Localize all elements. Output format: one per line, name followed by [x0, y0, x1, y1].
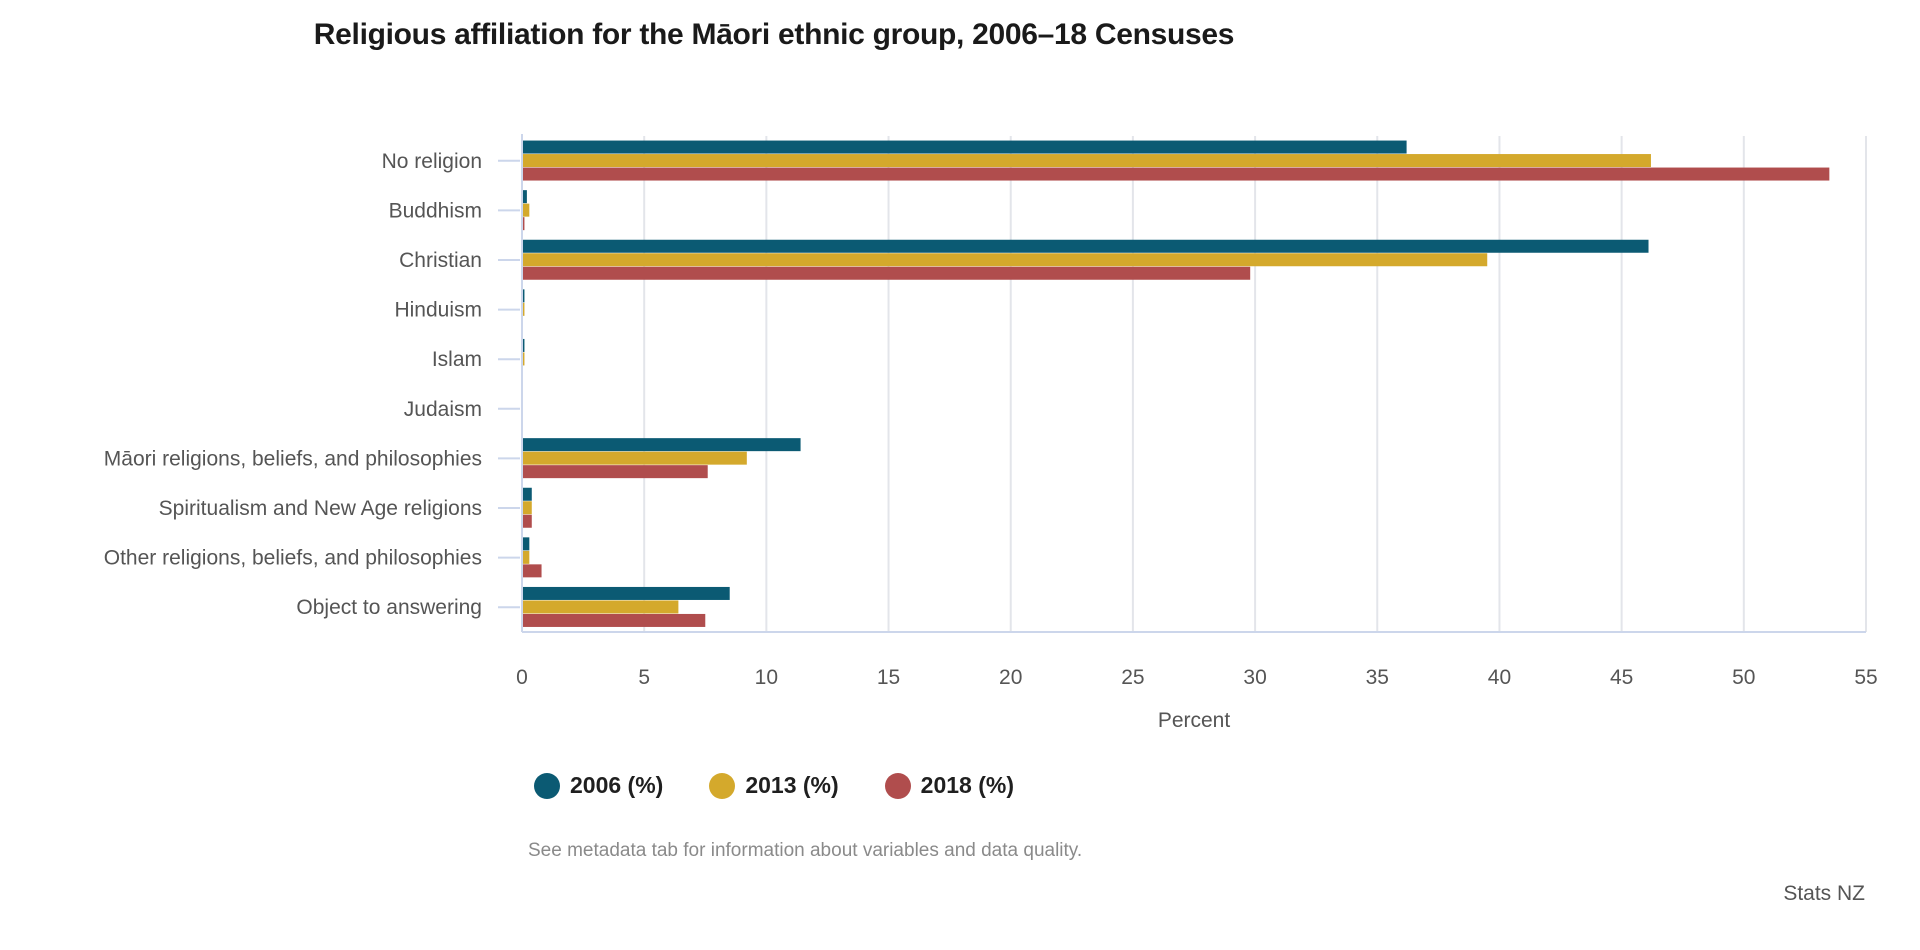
bar-2006[interactable] — [522, 190, 527, 204]
tick-labels: 0 5 10 15 20 25 30 35 40 45 50 55 — [516, 666, 1878, 689]
bar-2006[interactable] — [522, 239, 1649, 253]
axes — [498, 134, 1866, 633]
category-label: Other religions, beliefs, and philosophi… — [104, 547, 482, 570]
x-tick-label: 40 — [1488, 666, 1511, 689]
bar-2006[interactable] — [522, 338, 525, 352]
source-credit: Stats NZ — [1783, 882, 1865, 905]
x-tick-label: 0 — [516, 666, 528, 689]
bar-2013[interactable] — [522, 302, 525, 316]
category-label: Object to answering — [296, 596, 482, 619]
legend-item[interactable]: 2018 (%) — [884, 772, 1014, 799]
category-label: No religion — [382, 150, 482, 173]
x-axis-title: Percent — [1158, 709, 1231, 732]
x-tick-label: 35 — [1366, 666, 1389, 689]
bar-2013[interactable] — [522, 451, 747, 465]
bar-2013[interactable] — [522, 501, 532, 515]
category-label: Hinduism — [394, 299, 482, 322]
legend-item[interactable]: 2006 (%) — [534, 772, 663, 799]
legend-item[interactable]: 2013 (%) — [709, 772, 839, 799]
bar-2013[interactable] — [522, 550, 530, 564]
bar-2013[interactable] — [522, 253, 1488, 267]
x-tick-label: 5 — [638, 666, 650, 689]
x-tick-label: 20 — [999, 666, 1022, 689]
category-label: Spiritualism and New Age religions — [159, 497, 482, 520]
bar-2006[interactable] — [522, 289, 525, 303]
legend-label: 2006 (%) — [570, 772, 664, 798]
x-tick-label: 15 — [877, 666, 900, 689]
legend-dot-icon — [709, 772, 736, 799]
bar-2013[interactable] — [522, 203, 530, 217]
x-tick-label: 45 — [1610, 666, 1633, 689]
metadata-note: See metadata tab for information about v… — [528, 840, 1083, 861]
x-tick-label: 50 — [1732, 666, 1755, 689]
chart-title: Religious affiliation for the Māori ethn… — [313, 18, 1235, 51]
bar-2018[interactable] — [522, 465, 708, 479]
bar-2018[interactable] — [522, 564, 542, 578]
category-labels: No religion Buddhism Christian Hinduism Isla… — [104, 150, 482, 619]
bar-2006[interactable] — [522, 438, 801, 452]
x-tick-label: 10 — [755, 666, 778, 689]
category-label: Buddhism — [389, 199, 482, 222]
bar-2013[interactable] — [522, 600, 679, 614]
bar-2013[interactable] — [522, 154, 1651, 168]
category-label: Māori religions, beliefs, and philosophi… — [104, 447, 482, 470]
bars — [522, 140, 1830, 627]
category-label: Christian — [399, 249, 482, 272]
x-tick-label: 25 — [1121, 666, 1144, 689]
bar-2013[interactable] — [522, 352, 525, 366]
bar-2018[interactable] — [522, 167, 1830, 181]
bar-2018[interactable] — [522, 613, 706, 627]
bar-2006[interactable] — [522, 140, 1407, 154]
bar-2018[interactable] — [522, 217, 525, 231]
legend-label: 2013 (%) — [745, 772, 839, 798]
x-tick-label: 55 — [1854, 666, 1877, 689]
bar-2006[interactable] — [522, 537, 530, 551]
category-label: Islam — [432, 348, 482, 371]
bar-2018[interactable] — [522, 514, 532, 528]
legend-label: 2018 (%) — [920, 772, 1014, 798]
bar-2006[interactable] — [522, 487, 532, 501]
category-label: Judaism — [404, 398, 482, 421]
legend: 2006 (%) 2013 (%) 2018 (%) — [0, 772, 1548, 799]
gridlines — [643, 136, 1867, 632]
x-tick-label: 30 — [1243, 666, 1266, 689]
bar-2018[interactable] — [522, 266, 1251, 280]
bar-2006[interactable] — [522, 586, 730, 600]
legend-dot-icon — [884, 772, 911, 799]
legend-dot-icon — [534, 772, 560, 799]
